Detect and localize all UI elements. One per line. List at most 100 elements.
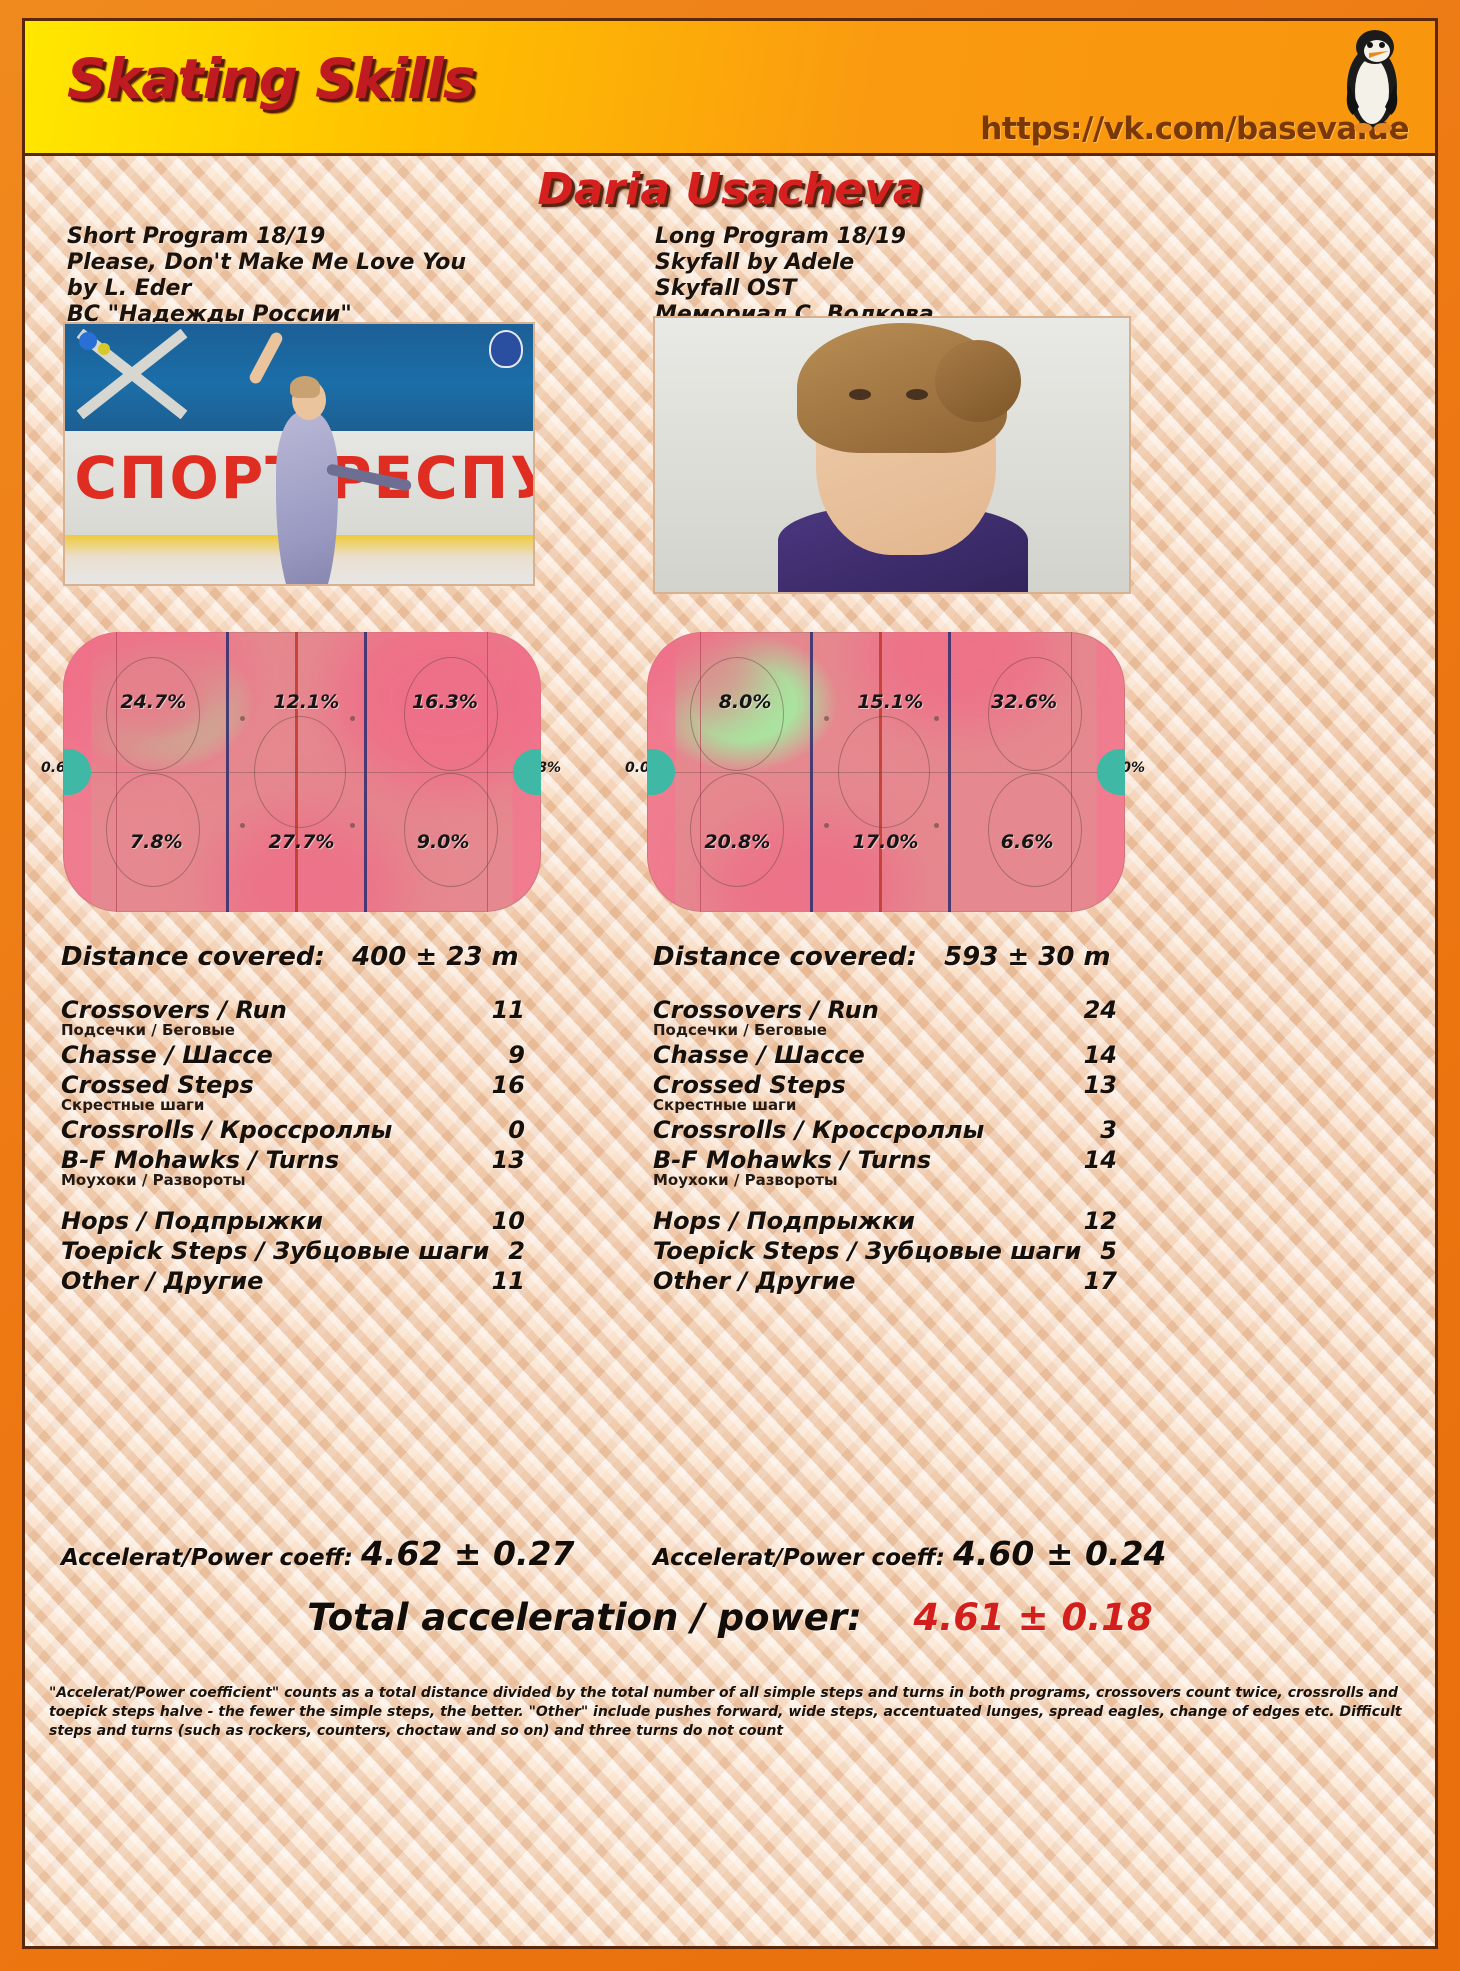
short-program-rink-chart: 0.6% 1.8%: [41, 632, 561, 912]
distance-value: 593 ± 30 m: [944, 942, 1111, 972]
long-program-rink-chart: 0.0% 0.0%: [625, 632, 1145, 912]
stat-row: Hops / Подпрыжки 12: [653, 1207, 1123, 1235]
stat-row: Crossovers / Run 24 Подсечки / Беговые: [653, 996, 1123, 1039]
stat-row: Other / Другие 17: [653, 1267, 1123, 1295]
stat-sublabel: Подсечки / Беговые: [653, 1021, 827, 1039]
total-value: 4.61 ± 0.18: [913, 1596, 1153, 1639]
long-program-ost: Skyfall OST: [655, 276, 797, 301]
long-program-stats: Crossovers / Run 24 Подсечки / Беговые Chas…: [653, 996, 1123, 1297]
goal-crease-left: [63, 749, 91, 795]
stat-value: 24: [1083, 996, 1117, 1024]
zone-percent-top-center: 12.1%: [273, 690, 340, 713]
goal-line: [486, 632, 489, 912]
stat-row: Crossed Steps 13 Скрестные шаги: [653, 1071, 1123, 1114]
stat-group-spacer: [61, 1191, 531, 1207]
stat-value: 10: [491, 1207, 525, 1235]
stat-value: 3: [1100, 1116, 1117, 1144]
stat-value: 0: [508, 1116, 525, 1144]
faceoff-dot: [349, 823, 355, 828]
portrait-hair-bun: [934, 339, 1021, 422]
stat-label: Crossed Steps: [653, 1071, 846, 1099]
stat-value: 14: [1083, 1041, 1117, 1069]
photo-scaffold-decor: [76, 329, 188, 420]
photo-logo-badge: [489, 330, 523, 368]
stat-row: Chasse / Шассе 9: [61, 1041, 531, 1069]
blue-line: [364, 632, 368, 912]
photo-skater-figure: [247, 330, 413, 584]
zone-percent-bottom-left: 20.8%: [704, 831, 771, 854]
stat-label: Chasse / Шассе: [61, 1041, 273, 1069]
stat-value: 13: [1083, 1071, 1117, 1099]
faceoff-dot: [823, 716, 829, 721]
goal-crease-left: [647, 749, 675, 795]
stat-value: 13: [491, 1146, 525, 1174]
blue-line: [225, 632, 229, 912]
stat-row: Crossrolls / Кроссроллы 3: [653, 1116, 1123, 1144]
coefficient-label: Accelerat/Power coeff:: [61, 1545, 353, 1571]
faceoff-dot: [933, 823, 939, 828]
stat-label: Crossrolls / Кроссроллы: [61, 1116, 393, 1144]
stat-label: Chasse / Шассе: [653, 1041, 865, 1069]
stat-row: B-F Mohawks / Turns 14 Моухоки / Развороты: [653, 1146, 1123, 1189]
stat-row: Crossrolls / Кроссроллы 0: [61, 1116, 531, 1144]
stat-label: Crossovers / Run: [653, 996, 879, 1024]
stat-row: Crossovers / Run 11 Подсечки / Беговые: [61, 996, 531, 1039]
coefficient-label: Accelerat/Power coeff:: [653, 1545, 945, 1571]
faceoff-dot: [239, 823, 245, 828]
center-circle: [838, 716, 931, 828]
zone-percent-bottom-center: 17.0%: [852, 831, 919, 854]
goal-line: [699, 632, 702, 912]
faceoff-circle: [690, 772, 785, 887]
zone-percent-top-left: 8.0%: [718, 690, 772, 713]
goal-crease-right: [1097, 749, 1125, 795]
faceoff-circle: [690, 657, 785, 772]
long-distance-covered: Distance covered: 593 ± 30 m: [653, 942, 1111, 972]
stat-value: 11: [491, 1267, 525, 1295]
stat-label: B-F Mohawks / Turns: [61, 1146, 340, 1174]
total-acceleration-row: Total acceleration / power: 4.61 ± 0.18: [25, 1596, 1435, 1639]
header-bar: Skating Skills https://vk.com/basevalue: [22, 18, 1438, 156]
stat-row: Toepick Steps / Зубцовые шаги 5: [653, 1237, 1123, 1265]
faceoff-circle: [987, 657, 1082, 772]
short-program-photo: СПОРТ РЕСПУБЛИК: [63, 322, 535, 586]
faceoff-dot: [239, 716, 245, 721]
center-circle: [254, 716, 347, 828]
faceoff-circle: [403, 772, 498, 887]
stat-value: 9: [508, 1041, 525, 1069]
faceoff-circle: [106, 657, 201, 772]
coefficient-value: 4.60 ± 0.24: [952, 1534, 1167, 1573]
stat-value: 14: [1083, 1146, 1117, 1174]
zone-percent-top-right: 32.6%: [991, 690, 1058, 713]
stat-label: Crossovers / Run: [61, 996, 287, 1024]
stat-value: 12: [1083, 1207, 1117, 1235]
distance-value: 400 ± 23 m: [352, 942, 519, 972]
blue-line: [948, 632, 952, 912]
faceoff-circle: [106, 772, 201, 887]
stat-row: B-F Mohawks / Turns 13 Моухоки / Развороты: [61, 1146, 531, 1189]
stat-value: 2: [508, 1237, 525, 1265]
short-program-info: Short Program 18/19 Please, Don't Make M…: [67, 224, 466, 328]
stat-label: Crossrolls / Кроссроллы: [653, 1116, 985, 1144]
faceoff-circle: [987, 772, 1082, 887]
faceoff-circle: [403, 657, 498, 772]
blue-line: [809, 632, 813, 912]
stat-value: 11: [491, 996, 525, 1024]
page-title: Skating Skills: [67, 47, 476, 111]
stat-label: Toepick Steps / Зубцовые шаги: [61, 1237, 490, 1265]
zone-percent-top-left: 24.7%: [120, 690, 187, 713]
stat-sublabel: Скрестные шаги: [61, 1096, 205, 1114]
stat-row: Chasse / Шассе 14: [653, 1041, 1123, 1069]
short-program-stats: Crossovers / Run 11 Подсечки / Беговые Chas…: [61, 996, 531, 1297]
footnote-text: "Accelerat/Power coefficient" counts as …: [49, 1685, 1402, 1739]
stat-group-spacer: [653, 1191, 1123, 1207]
short-distance-covered: Distance covered: 400 ± 23 m: [61, 942, 519, 972]
source-url[interactable]: https://vk.com/basevalue: [980, 111, 1409, 147]
zone-percent-top-center: 15.1%: [857, 690, 924, 713]
zone-percent-bottom-right: 9.0%: [416, 831, 470, 854]
long-program-music: Skyfall by Adele: [655, 250, 855, 275]
short-rink-surface: 24.7% 12.1% 16.3% 7.8% 27.7% 9.0%: [63, 632, 541, 912]
long-program-title: Long Program 18/19: [655, 224, 906, 249]
stat-row: Toepick Steps / Зубцовые шаги 2: [61, 1237, 531, 1265]
penguin-icon: [1346, 30, 1398, 133]
